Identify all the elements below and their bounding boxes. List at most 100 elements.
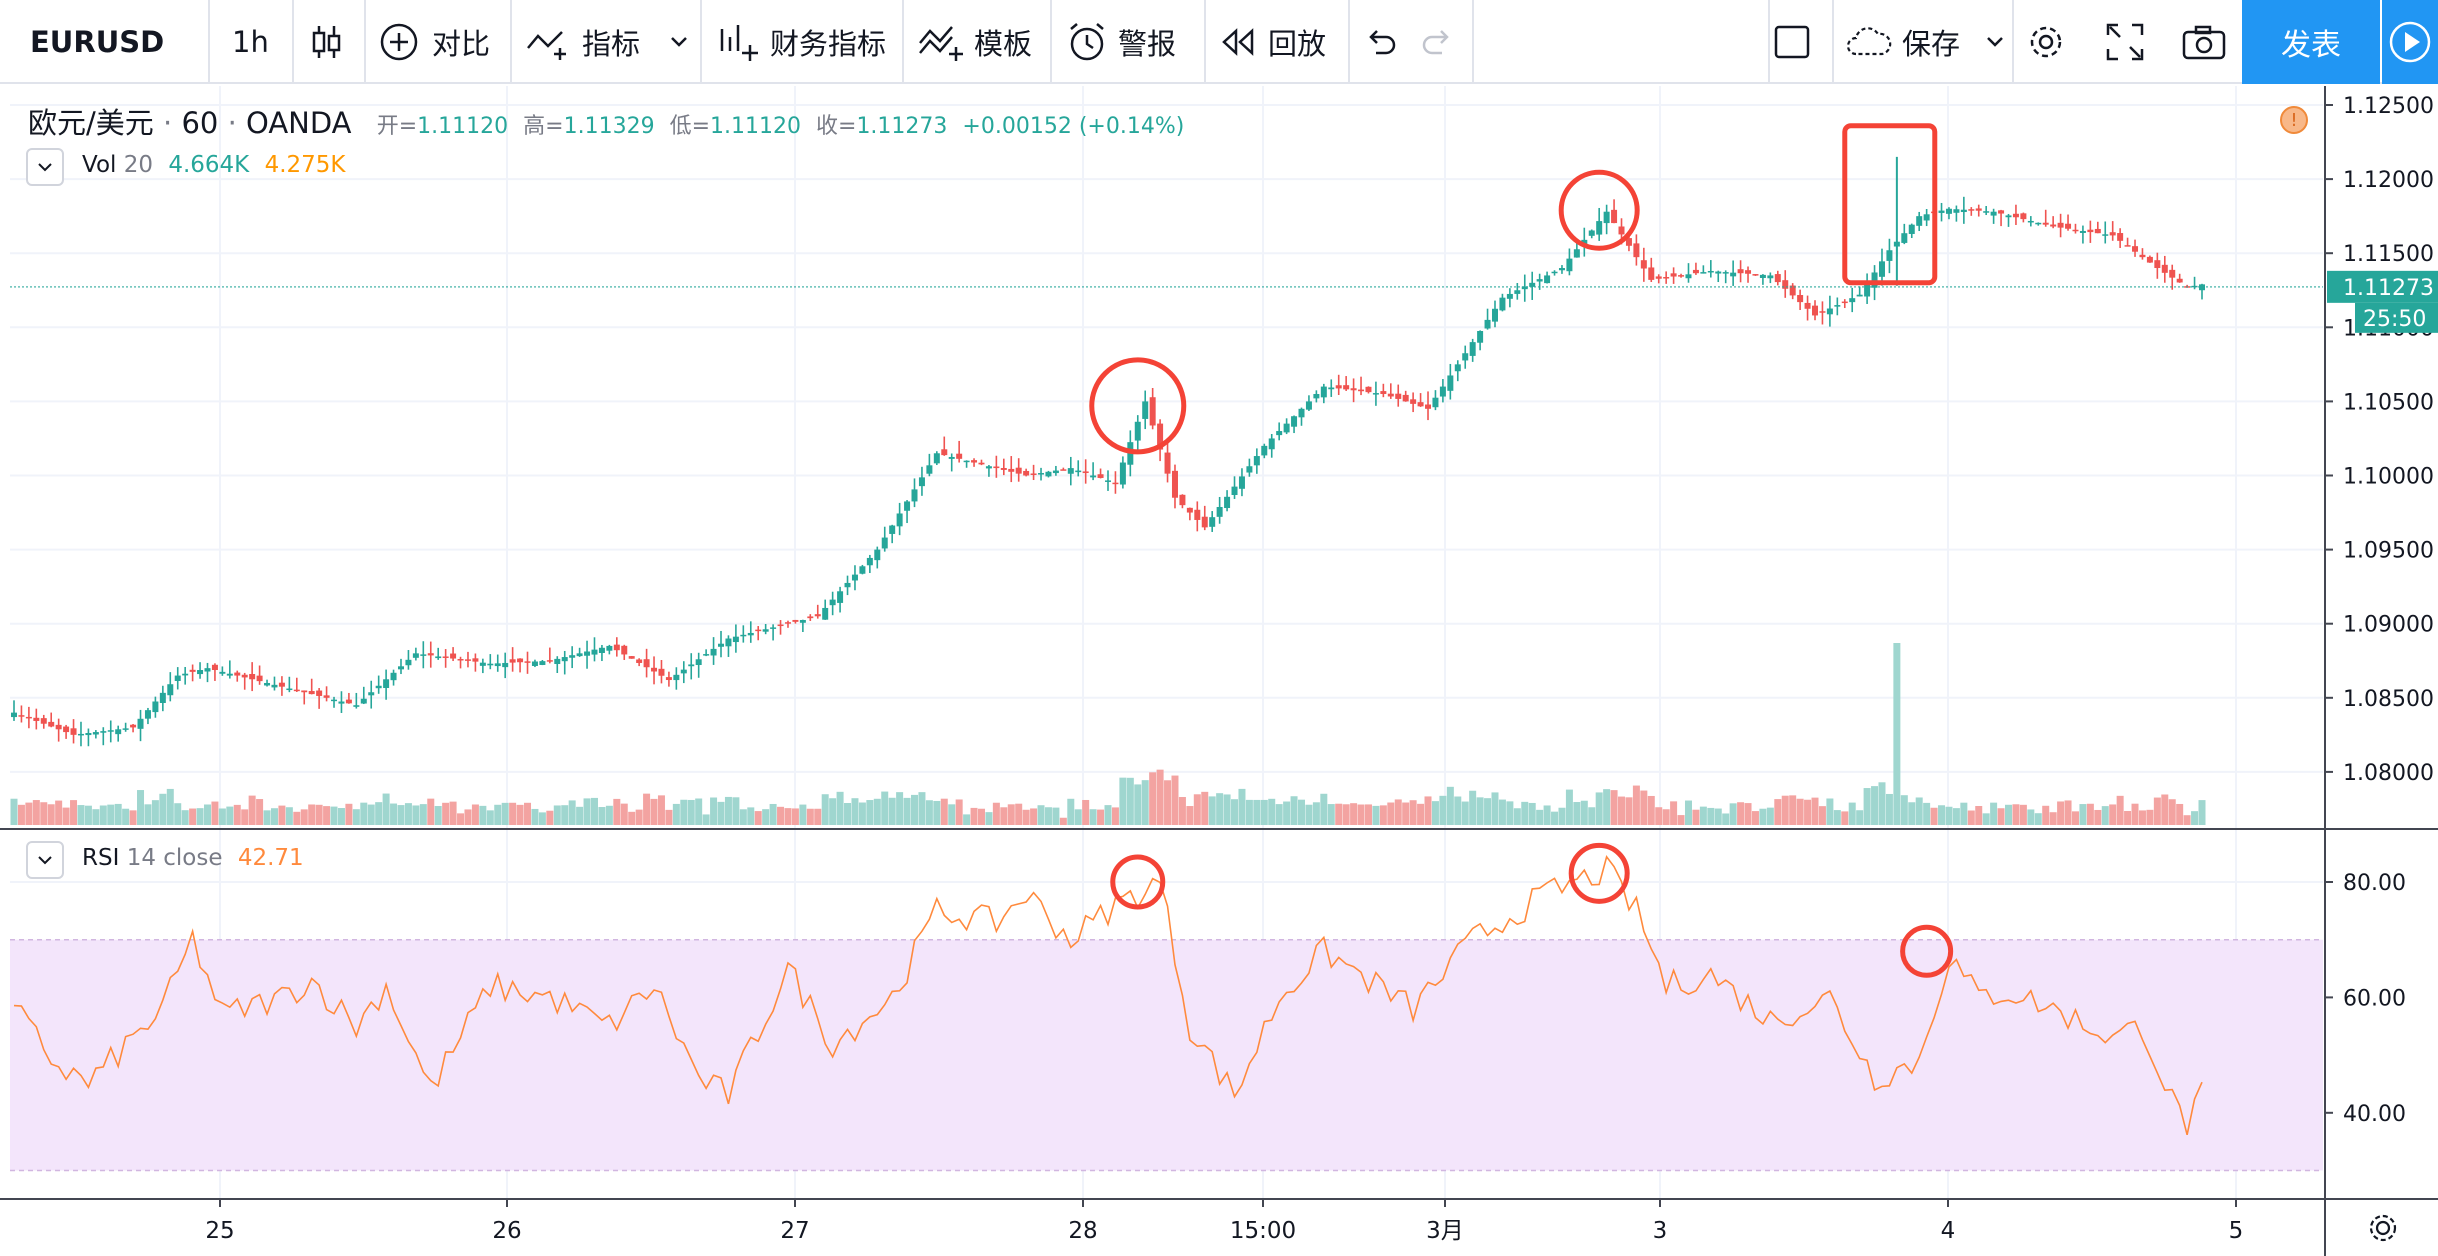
candle-body: [531, 661, 538, 666]
candle-body: [1313, 393, 1320, 399]
candle-body: [63, 726, 70, 733]
save-button[interactable]: 保存: [1846, 0, 2004, 84]
candle-body: [524, 661, 531, 663]
rsi-pane: [10, 854, 2323, 1172]
volume-bar: [2034, 813, 2042, 825]
volume-collapse-button[interactable]: [26, 148, 64, 186]
publish-button[interactable]: 发表: [2242, 0, 2380, 84]
alert-marker-icon[interactable]: !: [2280, 106, 2308, 134]
candle-body: [159, 692, 166, 703]
candle-body: [1387, 393, 1394, 397]
indicators-button[interactable]: 指标: [526, 0, 688, 84]
settings-button[interactable]: [2026, 0, 2066, 84]
financials-label: 财务指标: [770, 27, 887, 61]
candle-body: [2132, 246, 2139, 252]
volume-bar: [1238, 788, 1246, 825]
volume-bar: [657, 795, 665, 825]
legend-title[interactable]: 欧元/美元: [28, 106, 154, 140]
candle-body: [1067, 468, 1074, 474]
candle-body: [286, 688, 293, 691]
undo-button[interactable]: [1364, 0, 1398, 84]
volume-bar: [1930, 807, 1938, 825]
candle-body: [1008, 468, 1015, 472]
candle-body: [680, 669, 687, 674]
camera-icon: [2182, 24, 2226, 60]
volume-bar: [925, 800, 933, 825]
volume-bar: [1119, 777, 1127, 825]
candle-body: [1000, 467, 1007, 470]
volume-ma-value: 4.275K: [264, 152, 346, 178]
snapshot-button[interactable]: [2182, 0, 2226, 84]
volume-bar: [1781, 795, 1789, 825]
candle-body: [844, 582, 851, 588]
volume-bar: [1387, 802, 1395, 825]
volume-bar: [1856, 810, 1864, 825]
candle-body: [2094, 228, 2101, 234]
volume-bar: [2079, 804, 2087, 825]
volume-bar: [1632, 785, 1640, 825]
volume-bar: [1164, 780, 1172, 825]
volume-bar: [92, 809, 100, 825]
candle-body: [1023, 470, 1030, 476]
volume-bar: [769, 803, 777, 825]
candle-body: [978, 462, 985, 465]
price-tick: 1.09000: [2343, 613, 2434, 638]
compare-button[interactable]: 对比: [378, 0, 490, 84]
volume-bar: [300, 809, 308, 825]
volume-bar: [1982, 813, 1990, 825]
current-price-label: 1.11273: [2343, 276, 2434, 301]
candle-body: [479, 662, 486, 666]
candle-body: [1752, 274, 1759, 276]
candle-body: [762, 629, 769, 632]
candle-body: [1171, 470, 1178, 498]
alert-button[interactable]: 警报: [1066, 0, 1176, 84]
volume-bar: [635, 809, 643, 825]
volume-bar: [1647, 795, 1655, 825]
candle-body: [598, 647, 605, 653]
fullscreen-button[interactable]: [2106, 0, 2144, 84]
candle-body: [2139, 254, 2146, 258]
volume-bar: [1796, 798, 1804, 825]
candle-body: [985, 466, 992, 469]
countdown-label: 25:50: [2363, 307, 2426, 332]
volume-bar: [1409, 800, 1417, 825]
candle-body: [1038, 473, 1045, 475]
candle-body: [1878, 261, 1885, 277]
alarm-clock-icon: [1066, 21, 1108, 63]
candle-body: [1737, 269, 1744, 274]
candle-body: [2012, 213, 2019, 218]
candle-body: [1551, 271, 1558, 274]
volume-bar: [836, 791, 844, 825]
candle-body: [1923, 214, 1930, 221]
price-tick: 1.12500: [2343, 94, 2434, 119]
symbol-search-button[interactable]: EURUSD: [30, 0, 164, 84]
interval-button[interactable]: 1h: [232, 0, 269, 84]
volume-bar: [1729, 803, 1737, 825]
chart-type-button[interactable]: [308, 0, 344, 84]
layout-button[interactable]: [1772, 0, 1812, 84]
annotation-circle: [1089, 357, 1187, 455]
financials-button[interactable]: 财务指标: [716, 0, 886, 84]
redo-button[interactable]: [1420, 0, 1454, 84]
drawn-annotations[interactable]: [1089, 123, 1954, 978]
volume-bar: [1580, 800, 1588, 825]
time-tick: 26: [492, 1218, 521, 1244]
templates-button[interactable]: 模板: [918, 0, 1032, 84]
open-label: 开=: [376, 114, 418, 139]
play-button[interactable]: [2382, 0, 2438, 84]
volume-bar: [1305, 804, 1313, 825]
volume-bar: [159, 793, 167, 825]
candle-body: [1082, 471, 1089, 474]
candle-body: [1640, 260, 1647, 269]
volume-bar: [2086, 803, 2094, 825]
rsi-collapse-button[interactable]: [26, 841, 64, 879]
replay-button[interactable]: 回放: [1220, 0, 1326, 84]
price-tick: 1.09500: [2343, 539, 2434, 564]
candle-body: [1968, 209, 1975, 211]
candle-body: [167, 684, 174, 696]
candle-body: [1618, 226, 1625, 235]
time-tick: 15:00: [1230, 1218, 1296, 1244]
candle-body: [509, 659, 516, 663]
candle-body: [1238, 476, 1245, 489]
